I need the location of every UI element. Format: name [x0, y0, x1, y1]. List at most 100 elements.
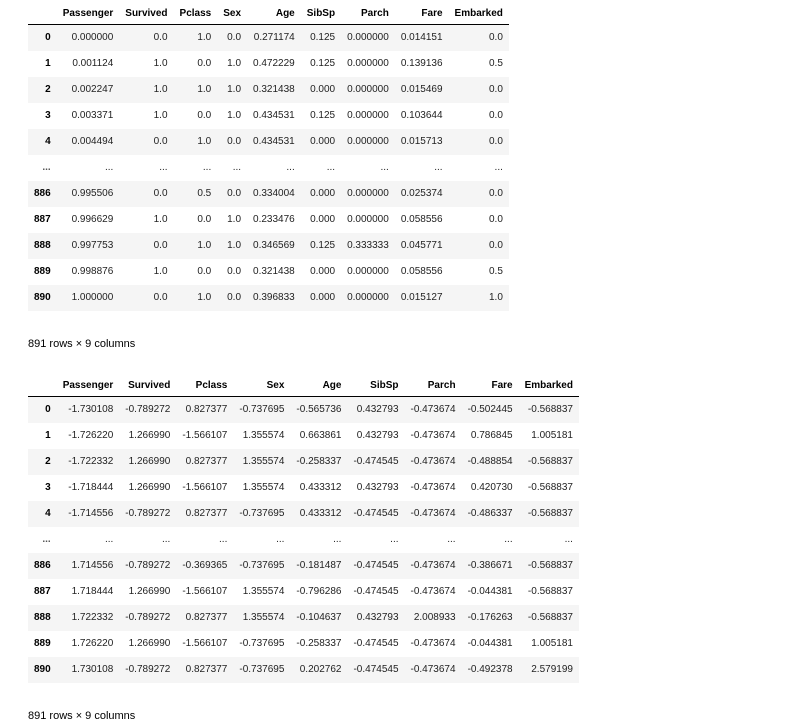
- table-cell: 0.996629: [71, 214, 114, 225]
- table-cell: 1.0: [153, 110, 168, 121]
- table-cell: 0.432793: [356, 430, 399, 441]
- table-cell: 0.786845: [470, 430, 513, 441]
- table-cell: 0.472229: [253, 58, 295, 69]
- table-cell: 1.722332: [71, 612, 114, 623]
- table-cell: 1.0: [488, 292, 503, 303]
- table-cell: 0.5: [488, 58, 503, 69]
- table-cell: -0.044381: [467, 586, 513, 597]
- table-cell: -0.737695: [239, 508, 285, 519]
- table-cell: -0.492378: [467, 664, 513, 675]
- table-cell: ...: [564, 534, 573, 545]
- table-cell: 1.0: [153, 58, 168, 69]
- table-cell: 0.000: [310, 84, 336, 95]
- table-row: 2 0.002247 1.0 1.0 1.0 0.321438 0.000 0.000000 0…: [28, 76, 509, 103]
- row-index: 1: [45, 430, 51, 441]
- table-cell: 1.0: [227, 214, 242, 225]
- table-cell: 0.0: [488, 110, 503, 121]
- table-cell: -0.737695: [239, 664, 285, 675]
- table-cell: 1.005181: [531, 638, 573, 649]
- table-cell: ...: [447, 534, 456, 545]
- table-cell: 0.000000: [347, 214, 389, 225]
- row-index: 3: [45, 110, 51, 121]
- table-cell: -1.722332: [68, 456, 114, 467]
- table-cell: 1.266990: [128, 482, 171, 493]
- table-cell: 1.266990: [128, 430, 171, 441]
- table-cell: -0.488854: [467, 456, 513, 467]
- table-cell: 0.663861: [299, 430, 342, 441]
- table-row: ..............................: [28, 526, 579, 553]
- table-cell: ...: [104, 534, 114, 545]
- table-cell: 0.000000: [347, 84, 389, 95]
- table-cell: 1.0: [197, 84, 212, 95]
- table-cell: 1.0: [197, 136, 212, 147]
- table-cell: 1.0: [227, 240, 242, 251]
- table-cell: 0.125: [310, 110, 336, 121]
- table-cell: 0.000: [310, 188, 336, 199]
- header-row: Passenger Survived Pclass Sex Age SibSp Parch F…: [28, 374, 579, 397]
- table-cell: 0.233476: [253, 214, 295, 225]
- table-cell: ...: [333, 534, 342, 545]
- column-header: Fare: [461, 374, 519, 397]
- table-cell: -0.789272: [125, 612, 171, 623]
- table-cell: 0.000000: [347, 110, 389, 121]
- table-cell: 0.000: [310, 136, 336, 147]
- table-cell: 0.000000: [347, 292, 389, 303]
- table-row: 2 -1.722332 1.266990 0.827377 1.355574 -0.258…: [28, 448, 579, 475]
- column-header: Passenger: [56, 374, 120, 397]
- row-index: 890: [34, 292, 51, 303]
- table-cell: 0.0: [153, 240, 168, 251]
- table-cell: 1.0: [227, 110, 242, 121]
- table-row: 887 0.996629 1.0 0.0 1.0 0.233476 0.000 0.00000…: [28, 206, 509, 233]
- table-row: 890 1.000000 0.0 1.0 0.0 0.396833 0.000 0.00000…: [28, 284, 509, 311]
- table-cell: 0.321438: [253, 84, 295, 95]
- table-cell: 1.005181: [531, 430, 573, 441]
- header-row: Passenger Survived Pclass Sex Age SibSp Parch F…: [28, 2, 509, 25]
- table-cell: 0.5: [488, 266, 503, 277]
- table-cell: 1.0: [197, 292, 212, 303]
- table-cell: 0.5: [197, 188, 212, 199]
- table-cell: 0.000000: [71, 32, 114, 44]
- table-cell: -0.473674: [410, 638, 456, 649]
- table-cell: -1.566107: [182, 638, 228, 649]
- table-cell: 0.001124: [72, 58, 114, 69]
- table-row: 889 0.998876 1.0 0.0 0.0 0.321438 0.000 0.00000…: [28, 258, 509, 285]
- table-cell: 0.004494: [71, 136, 114, 147]
- table-cell: 0.434531: [253, 110, 295, 121]
- table-cell: ...: [434, 162, 443, 173]
- table-cell: ...: [286, 162, 295, 173]
- table-cell: -0.737695: [239, 560, 285, 571]
- table-cell: -0.789272: [125, 664, 171, 675]
- table-cell: 1.355574: [242, 612, 285, 623]
- table-cell: 0.827377: [185, 456, 228, 467]
- table-cell: 0.0: [227, 32, 242, 44]
- table-row: 0 0.000000 0.0 1.0 0.0 0.271174 0.125 0.000000 0…: [28, 24, 509, 51]
- table-cell: 0.432793: [356, 404, 399, 416]
- table-cell: 1.266990: [128, 586, 171, 597]
- row-index: 4: [45, 508, 51, 519]
- table-cell: 0.433312: [299, 508, 342, 519]
- table-cell: 0.998876: [71, 266, 114, 277]
- row-index: ...: [42, 162, 51, 173]
- table-cell: 0.0: [488, 32, 503, 44]
- table-cell: 0.0: [153, 188, 168, 199]
- table-cell: -0.474545: [353, 560, 399, 571]
- table-cell: -0.737695: [239, 404, 285, 416]
- table-cell: 0.0: [197, 214, 212, 225]
- table-cell: -0.568837: [527, 482, 573, 493]
- table-cell: -0.181487: [296, 560, 342, 571]
- table-cell: -0.568837: [527, 612, 573, 623]
- table-cell: 1.355574: [242, 430, 285, 441]
- table-cell: 0.002247: [71, 84, 114, 95]
- table-cell: ...: [326, 162, 336, 173]
- dataframe-table-normalized: Passenger Survived Pclass Sex Age SibSp Parch F…: [28, 2, 509, 311]
- table-cell: 1.718444: [71, 586, 114, 597]
- table-cell: 0.125: [310, 240, 336, 251]
- table-cell: -0.044381: [467, 638, 513, 649]
- table-cell: 0.045771: [400, 240, 443, 251]
- table-cell: -0.473674: [410, 560, 456, 571]
- row-index: 3: [45, 482, 51, 493]
- column-header: Age: [247, 2, 301, 25]
- table-cell: -1.566107: [182, 482, 228, 493]
- column-header: Survived: [119, 374, 177, 397]
- row-index: 0: [45, 32, 51, 44]
